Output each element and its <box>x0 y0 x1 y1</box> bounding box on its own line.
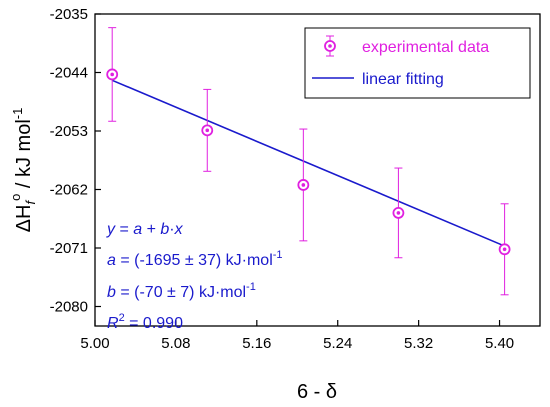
legend-marker-inner <box>328 44 332 48</box>
y-tick-label: -2080 <box>50 299 88 316</box>
x-tick-label: 5.24 <box>323 335 352 352</box>
data-point <box>201 88 214 172</box>
point-marker-center <box>301 183 306 187</box>
point-marker-center <box>502 247 507 252</box>
fit-param-b: b = (-70 ± 7) kJ·mol-1 <box>107 281 256 301</box>
x-tick-label: 5.16 <box>242 335 271 352</box>
fit-line <box>111 79 505 247</box>
point-marker-center <box>396 211 401 215</box>
legend-label-fit: linear fitting <box>362 71 444 88</box>
y-tick-label: -2053 <box>50 123 88 140</box>
y-tick-label: -2062 <box>50 182 88 199</box>
y-axis-ticks: -2035 -2044 -2053 -2062 -2071 -2080 <box>50 6 101 316</box>
y-axis-title: ΔHfo / kJ mol-1 <box>8 108 38 233</box>
data-point <box>106 27 119 122</box>
x-tick-label: 5.08 <box>161 335 190 352</box>
fit-equation: y = a + b·x <box>106 221 184 238</box>
fit-r-squared: R2 = 0.990 <box>107 312 183 332</box>
y-tick-label: -2035 <box>50 6 88 23</box>
point-marker-center <box>205 128 210 133</box>
plot-frame <box>94 13 541 327</box>
x-tick-label: 5.00 <box>80 335 109 352</box>
point-marker-center <box>110 72 114 77</box>
legend-label-experimental: experimental data <box>362 39 489 56</box>
y-tick-label: -2044 <box>50 65 88 82</box>
data-points-layer <box>106 27 511 296</box>
legend: experimental data linear fitting <box>304 27 531 99</box>
fit-param-a: a = (-1695 ± 37) kJ·mol-1 <box>107 249 283 269</box>
x-tick-label: 5.40 <box>485 335 514 352</box>
legend-box <box>304 27 531 99</box>
x-tick-label: 5.32 <box>404 335 433 352</box>
data-point <box>498 203 511 296</box>
y-tick-label: -2071 <box>50 240 88 257</box>
data-point <box>297 128 310 242</box>
x-axis-title: 6 - δ <box>297 381 337 403</box>
x-axis-ticks: 5.00 5.08 5.16 5.24 5.32 5.40 <box>80 320 514 352</box>
fit-annotations: y = a + b·x a = (-1695 ± 37) kJ·mol-1 b … <box>106 221 283 332</box>
fit-line-layer <box>111 79 505 247</box>
data-point <box>392 167 405 259</box>
